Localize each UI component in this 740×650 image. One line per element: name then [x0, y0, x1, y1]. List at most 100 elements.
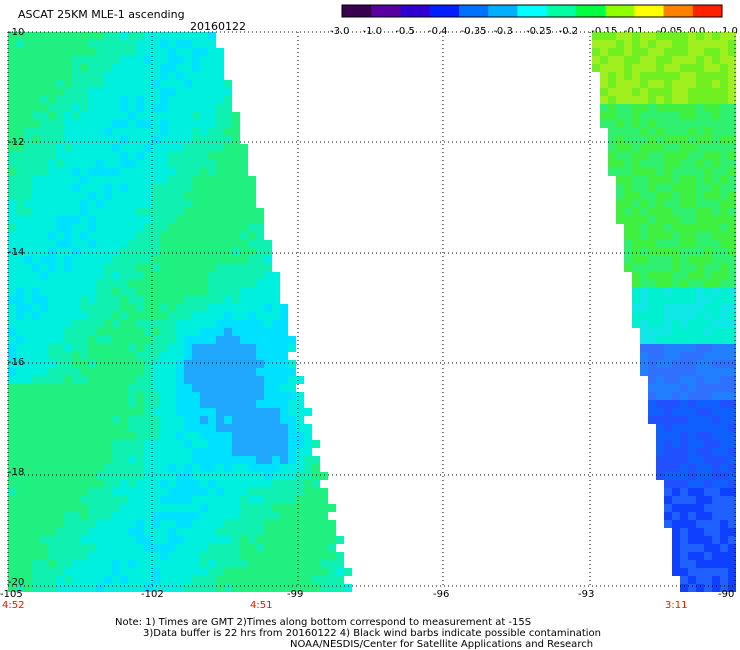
swath-cell — [48, 328, 56, 336]
swath-cell — [304, 512, 312, 520]
swath-cell — [728, 568, 736, 576]
swath-cell — [128, 352, 136, 360]
swath-cell — [24, 168, 32, 176]
swath-cell — [656, 136, 664, 144]
swath-cell — [152, 432, 160, 440]
swath-cell — [216, 80, 224, 88]
swath-cell — [216, 384, 224, 392]
swath-cell — [168, 392, 176, 400]
swath-cell — [224, 544, 232, 552]
swath-cell — [720, 240, 728, 248]
swath-cell — [712, 104, 720, 112]
swath-cell — [608, 168, 616, 176]
swath-cell — [144, 208, 152, 216]
swath-cell — [224, 256, 232, 264]
swath-cell — [64, 336, 72, 344]
swath-cell — [136, 368, 144, 376]
swath-cell — [152, 568, 160, 576]
swath-cell — [152, 248, 160, 256]
swath-cell — [96, 456, 104, 464]
swath-cell — [664, 88, 672, 96]
swath-cell — [632, 312, 640, 320]
swath-cell — [280, 304, 288, 312]
swath-cell — [160, 56, 168, 64]
swath-cell — [80, 224, 88, 232]
swath-cell — [296, 536, 304, 544]
swath-cell — [240, 584, 248, 592]
swath-cell — [16, 384, 24, 392]
swath-cell — [680, 40, 688, 48]
swath-cell — [664, 72, 672, 80]
swath-cell — [640, 192, 648, 200]
swath-cell — [624, 56, 632, 64]
swath-cell — [16, 520, 24, 528]
swath-cell — [288, 552, 296, 560]
swath-cell — [184, 152, 192, 160]
swath-cell — [648, 48, 656, 56]
swath-cell — [136, 344, 144, 352]
swath-cell — [56, 128, 64, 136]
swath-cell — [152, 488, 160, 496]
swath-cell — [280, 552, 288, 560]
swath-cell — [152, 408, 160, 416]
swath-cell — [168, 496, 176, 504]
swath-cell — [648, 400, 656, 408]
swath-cell — [184, 352, 192, 360]
swath-cell — [232, 448, 240, 456]
swath-cell — [200, 576, 208, 584]
swath-cell — [32, 536, 40, 544]
swath-cell — [272, 440, 280, 448]
swath-cell — [648, 184, 656, 192]
swath-cell — [200, 456, 208, 464]
swath-cell — [168, 432, 176, 440]
swath-cell — [632, 96, 640, 104]
swath-cell — [128, 192, 136, 200]
swath-cell — [48, 312, 56, 320]
swath-cell — [176, 248, 184, 256]
swath-cell — [128, 576, 136, 584]
swath-cell — [264, 424, 272, 432]
swath-cell — [208, 312, 216, 320]
swath-cell — [112, 344, 120, 352]
swath-cell — [288, 384, 296, 392]
swath-cell — [200, 336, 208, 344]
swath-cell — [712, 56, 720, 64]
swath-cell — [704, 344, 712, 352]
swath-cell — [192, 88, 200, 96]
swath-cell — [216, 440, 224, 448]
swath-cell — [112, 128, 120, 136]
swath-cell — [648, 296, 656, 304]
swath-cell — [144, 472, 152, 480]
swath-cell — [256, 208, 264, 216]
swath-cell — [232, 304, 240, 312]
swath-cell — [152, 40, 160, 48]
swath-cell — [688, 320, 696, 328]
swath-cell — [200, 96, 208, 104]
swath-cell — [24, 56, 32, 64]
swath-cell — [88, 80, 96, 88]
swath-cell — [704, 80, 712, 88]
swath-cell — [24, 152, 32, 160]
swath-cell — [160, 544, 168, 552]
swath-cell — [192, 192, 200, 200]
swath-cell — [216, 312, 224, 320]
swath-cell — [728, 424, 736, 432]
swath-cell — [104, 32, 112, 40]
swath-cell — [240, 192, 248, 200]
swath-cell — [88, 488, 96, 496]
swath-cell — [720, 536, 728, 544]
swath-cell — [160, 288, 168, 296]
swath-cell — [240, 448, 248, 456]
swath-cell — [16, 392, 24, 400]
swath-cell — [136, 48, 144, 56]
swath-cell — [80, 344, 88, 352]
swath-cell — [144, 48, 152, 56]
swath-cell — [112, 536, 120, 544]
swath-cell — [24, 472, 32, 480]
swath-cell — [696, 32, 704, 40]
swath-cell — [112, 504, 120, 512]
swath-cell — [160, 560, 168, 568]
swath-cell — [128, 216, 136, 224]
swath-cell — [200, 160, 208, 168]
swath-cell — [648, 176, 656, 184]
